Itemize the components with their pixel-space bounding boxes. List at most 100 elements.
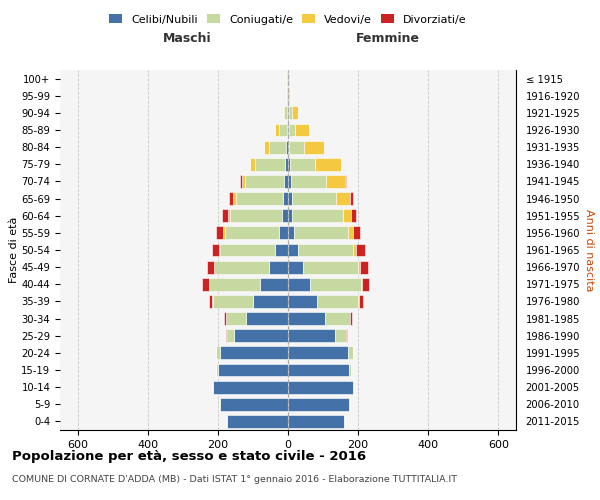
Bar (349, 364, 352, 376)
Text: COMUNE DI CORNATE D'ADDA (MB) - Dati ISTAT 1° gennaio 2016 - Elaborazione TUTTIT: COMUNE DI CORNATE D'ADDA (MB) - Dati IST… (12, 475, 457, 484)
Bar (209, 295, 212, 308)
Text: Femmine: Femmine (356, 32, 421, 45)
Bar (223, 210, 228, 222)
Bar (288, 175, 291, 188)
Bar (240, 175, 242, 188)
Bar (288, 295, 317, 308)
Bar (343, 210, 351, 222)
Bar (287, 72, 288, 85)
Bar (353, 244, 356, 256)
Bar (220, 346, 288, 360)
Bar (351, 210, 356, 222)
Bar (353, 380, 354, 394)
Bar (358, 295, 359, 308)
Bar (226, 312, 246, 325)
Bar (245, 175, 284, 188)
Bar (233, 192, 236, 205)
Bar (360, 260, 368, 274)
Bar (212, 244, 219, 256)
Bar (228, 210, 230, 222)
Text: Maschi: Maschi (163, 32, 212, 45)
Bar (269, 140, 286, 153)
Bar (325, 312, 350, 325)
Bar (216, 226, 223, 239)
Bar (291, 175, 326, 188)
Bar (289, 140, 304, 153)
Bar (290, 90, 291, 102)
Bar (288, 398, 349, 410)
Bar (298, 244, 353, 256)
Bar (226, 415, 227, 428)
Bar (289, 90, 290, 102)
Bar (284, 175, 288, 188)
Bar (350, 312, 352, 325)
Bar (349, 398, 350, 410)
Bar (288, 244, 298, 256)
Bar (233, 330, 288, 342)
Bar (289, 124, 295, 136)
Bar (224, 312, 226, 325)
Bar (288, 415, 344, 428)
Bar (287, 106, 288, 120)
Bar (242, 175, 245, 188)
Bar (303, 260, 358, 274)
Bar (347, 226, 353, 239)
Bar (214, 260, 269, 274)
Bar (208, 260, 214, 274)
Bar (288, 158, 290, 170)
Bar (217, 364, 218, 376)
Bar (229, 192, 233, 205)
Bar (359, 295, 363, 308)
Bar (288, 90, 289, 102)
Bar (275, 124, 279, 136)
Bar (264, 140, 269, 153)
Bar (279, 226, 288, 239)
Bar (218, 364, 288, 376)
Bar (216, 346, 220, 360)
Bar (287, 90, 288, 102)
Bar (353, 226, 359, 239)
Bar (286, 90, 287, 102)
Bar (362, 278, 369, 290)
Bar (281, 210, 288, 222)
Bar (295, 124, 308, 136)
Bar (337, 192, 350, 205)
Bar (356, 244, 365, 256)
Bar (284, 106, 287, 120)
Bar (223, 226, 225, 239)
Bar (225, 226, 279, 239)
Bar (286, 140, 288, 153)
Bar (220, 244, 275, 256)
Bar (295, 226, 347, 239)
Bar (227, 415, 288, 428)
Bar (283, 192, 288, 205)
Bar (288, 226, 295, 239)
Bar (344, 415, 345, 428)
Legend: Celibi/Nubili, Coniugati/e, Vedovi/e, Divorziati/e: Celibi/Nubili, Coniugati/e, Vedovi/e, Di… (106, 11, 470, 28)
Bar (288, 72, 289, 85)
Bar (283, 106, 284, 120)
Bar (361, 278, 362, 290)
Bar (292, 106, 298, 120)
Bar (288, 380, 353, 394)
Bar (212, 380, 288, 394)
Bar (287, 124, 288, 136)
Bar (292, 210, 343, 222)
Bar (288, 210, 292, 222)
Bar (310, 278, 361, 290)
Bar (292, 192, 337, 205)
Bar (358, 260, 360, 274)
Bar (288, 346, 347, 360)
Bar (269, 260, 288, 274)
Bar (289, 106, 292, 120)
Bar (289, 72, 290, 85)
Bar (226, 330, 227, 342)
Bar (246, 312, 288, 325)
Bar (219, 398, 220, 410)
Bar (288, 260, 303, 274)
Bar (326, 175, 345, 188)
Bar (314, 158, 341, 170)
Bar (230, 210, 281, 222)
Bar (279, 124, 287, 136)
Bar (346, 330, 347, 342)
